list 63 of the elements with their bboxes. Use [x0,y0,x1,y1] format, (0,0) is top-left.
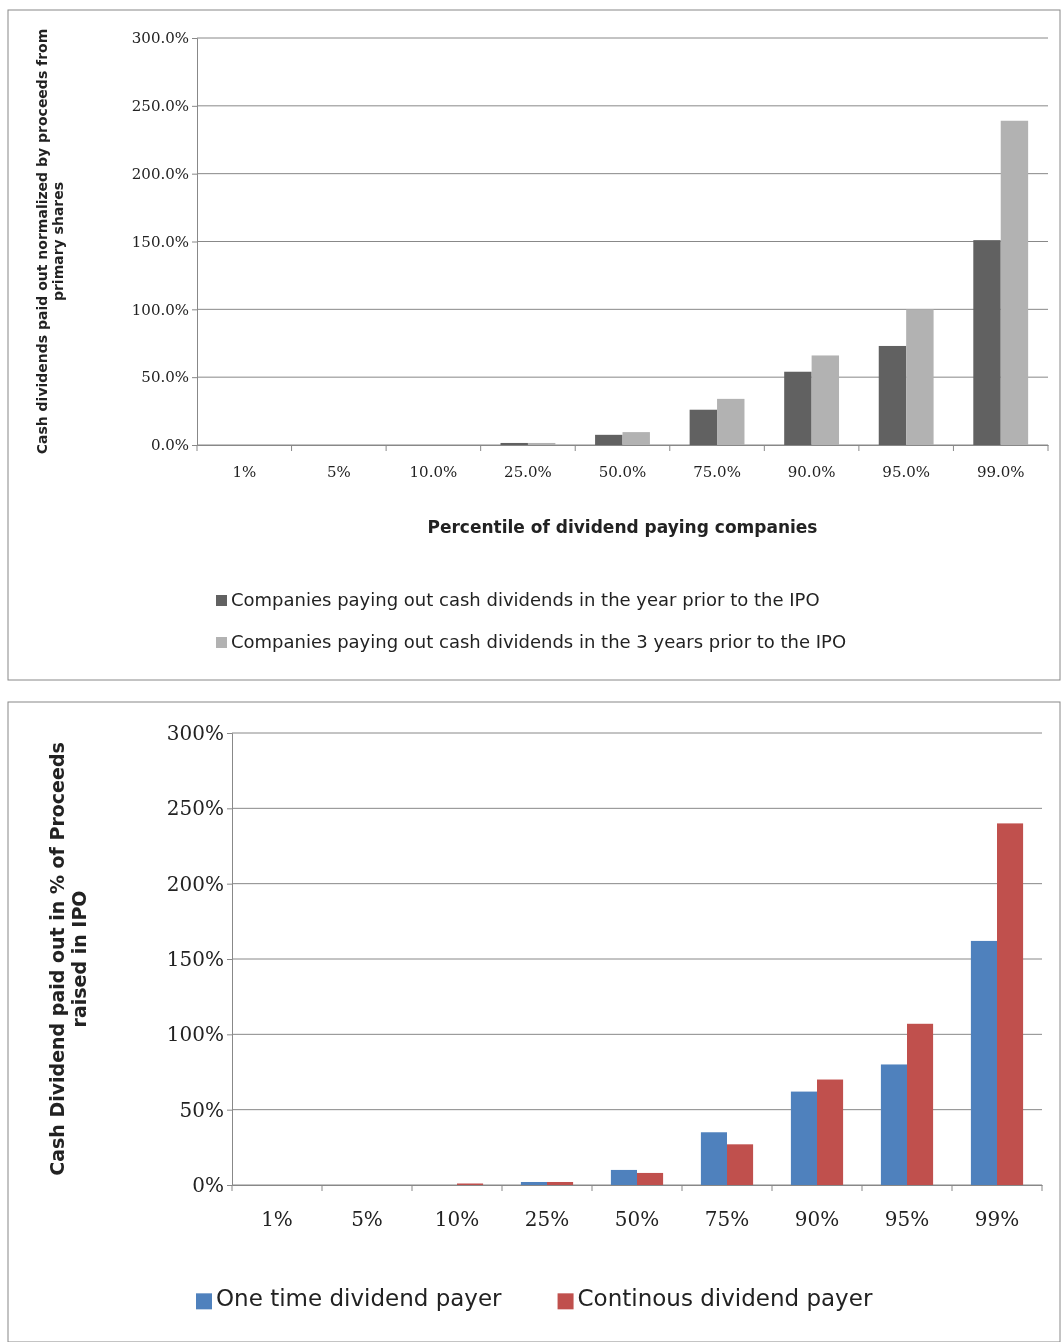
x-tick-label: 1% [232,462,257,481]
bar [547,1181,574,1185]
x-tick-label: 99.0% [976,462,1025,481]
bar [970,940,997,1185]
x-tick-label: 50.0% [598,462,647,481]
bar [595,434,623,445]
legend-label: Companies paying out cash dividends in the year prior to the IPO [231,589,820,610]
bar [907,1023,934,1185]
y-tick-label: 50.0% [141,368,189,387]
bar [520,1181,547,1185]
y-tick-label: 100.0% [131,300,189,319]
bar [610,1169,637,1185]
bar [689,409,718,445]
x-tick-label: 95.0% [882,462,930,481]
bar [784,371,812,445]
y-tick-label: 100% [166,1022,224,1047]
x-tick-label: 25% [524,1207,570,1231]
bar [878,345,907,445]
y-tick-label: 50% [179,1097,224,1122]
y-tick-label: 0% [192,1172,224,1197]
bar [790,1091,817,1185]
x-tick-label: 50% [614,1207,660,1231]
bar [527,442,556,445]
y-tick-label: 300.0% [131,29,189,48]
bar [817,1079,844,1185]
x-tick-label: 99% [974,1207,1020,1231]
bar [717,398,745,445]
y-tick-label: 0.0% [150,436,189,455]
bar [811,355,840,445]
bar [1000,120,1029,445]
x-tick-label: 10% [434,1207,480,1231]
y-axis-title: Cash Dividend paid out in % of Proceeds raised in IPO [45,742,91,1176]
legend-label: Continous dividend payer [577,1285,873,1311]
y-axis-title: Cash dividends paid out normalized by proceeds from primary shares [33,28,67,455]
bar [997,823,1024,1185]
x-tick-label: 75% [704,1207,750,1231]
x-axis-title: Percentile of dividend paying companies [427,517,818,537]
bar [973,240,1001,445]
bar [637,1172,664,1185]
bar [700,1132,727,1185]
x-tick-label: 5% [351,1207,383,1231]
x-tick-label: 25.0% [504,462,552,481]
legend-label: One time dividend payer [216,1285,503,1311]
x-tick-label: 10.0% [409,462,458,481]
x-tick-label: 75.0% [693,462,741,481]
bar [500,442,528,445]
y-tick-label: 150% [166,946,224,971]
x-tick-label: 1% [261,1207,293,1231]
bar [880,1064,907,1185]
y-tick-label: 150.0% [131,232,189,251]
y-tick-label: 200% [166,871,224,896]
x-tick-label: 95% [884,1207,930,1231]
x-tick-label: 90% [794,1207,840,1231]
bar [727,1144,754,1185]
bar [622,432,650,445]
y-tick-label: 250.0% [131,97,189,116]
x-tick-label: 5% [326,462,351,481]
legend-label: Companies paying out cash dividends in the 3 years prior to the IPO [231,631,847,652]
y-tick-label: 300% [166,720,224,745]
x-tick-label: 90.0% [787,462,836,481]
bar [906,309,934,445]
y-tick-label: 250% [166,796,224,821]
y-tick-label: 200.0% [131,164,189,183]
